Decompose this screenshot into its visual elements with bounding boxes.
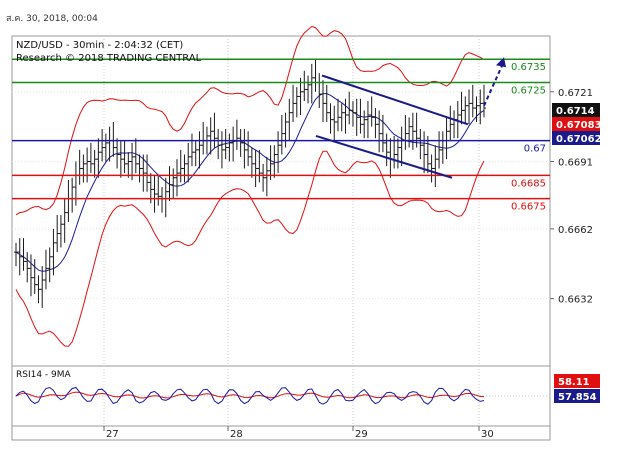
timestamp: ส.ค. 30, 2018, 00:04 — [6, 14, 98, 24]
main-panel — [11, 35, 551, 367]
rsi-tag-label: 58.11 — [558, 377, 590, 388]
x-tick-label: 30 — [481, 429, 494, 440]
y-tick-label: 0.6632 — [558, 295, 593, 306]
price-tag-box — [552, 117, 600, 131]
y-tick-label: 0.6721 — [558, 88, 593, 99]
price-tag-label: 0.6714 — [556, 106, 595, 117]
price-tag-box — [552, 103, 600, 117]
target-arrow-head — [496, 57, 506, 68]
x-axis-bar — [11, 425, 551, 441]
trend-channel — [315, 57, 506, 179]
channel-lower-line — [315, 134, 453, 179]
lower-band — [15, 150, 485, 347]
x-axis-ticks: 27 28 29 30 — [103, 426, 494, 440]
level-label: 0.67 — [524, 144, 546, 155]
level-label: 0.6725 — [511, 85, 546, 96]
level-label: 0.6735 — [511, 62, 546, 73]
rsi-line — [15, 386, 485, 405]
upper-band — [15, 25, 485, 216]
support-resistance-levels: 0.6735 0.6725 0.67 0.6685 0.6675 — [12, 58, 550, 213]
rsi-tag-box — [554, 389, 600, 403]
header-bar: ส.ค. 30, 2018, 00:04 — [0, 0, 621, 28]
price-tags: 0.6714 0.67083 0.67062 — [552, 103, 602, 145]
y-tick-label: 0.6662 — [558, 225, 593, 236]
x-tick-label: 29 — [355, 429, 368, 440]
price-tag-box — [552, 131, 600, 145]
price-tag-label: 0.67083 — [556, 120, 602, 131]
chart-title: NZD/USD - 30min - 2:04:32 (CET) — [16, 40, 183, 51]
rsi-tag-label: 57.854 — [558, 392, 597, 403]
chart-subtitle: Research © 2018 TRADING CENTRAL — [16, 53, 202, 64]
price-tag-label: 0.67062 — [556, 134, 602, 145]
level-label: 0.6675 — [511, 202, 546, 213]
target-arrow-line — [483, 60, 505, 107]
channel-upper-line — [321, 74, 469, 126]
rsi-title: RSI14 - 9MA — [16, 370, 72, 380]
grid-lines — [12, 36, 550, 426]
x-tick-label: 27 — [106, 429, 119, 440]
y-tick-label: 0.6691 — [558, 157, 593, 168]
rsi-tag-box — [554, 374, 600, 388]
level-label: 0.6685 — [511, 178, 546, 189]
x-tick-label: 28 — [230, 429, 243, 440]
rsi-panel — [11, 365, 551, 427]
y-axis-ticks: 0.6721 0.6691 0.6662 0.6632 — [550, 88, 593, 306]
